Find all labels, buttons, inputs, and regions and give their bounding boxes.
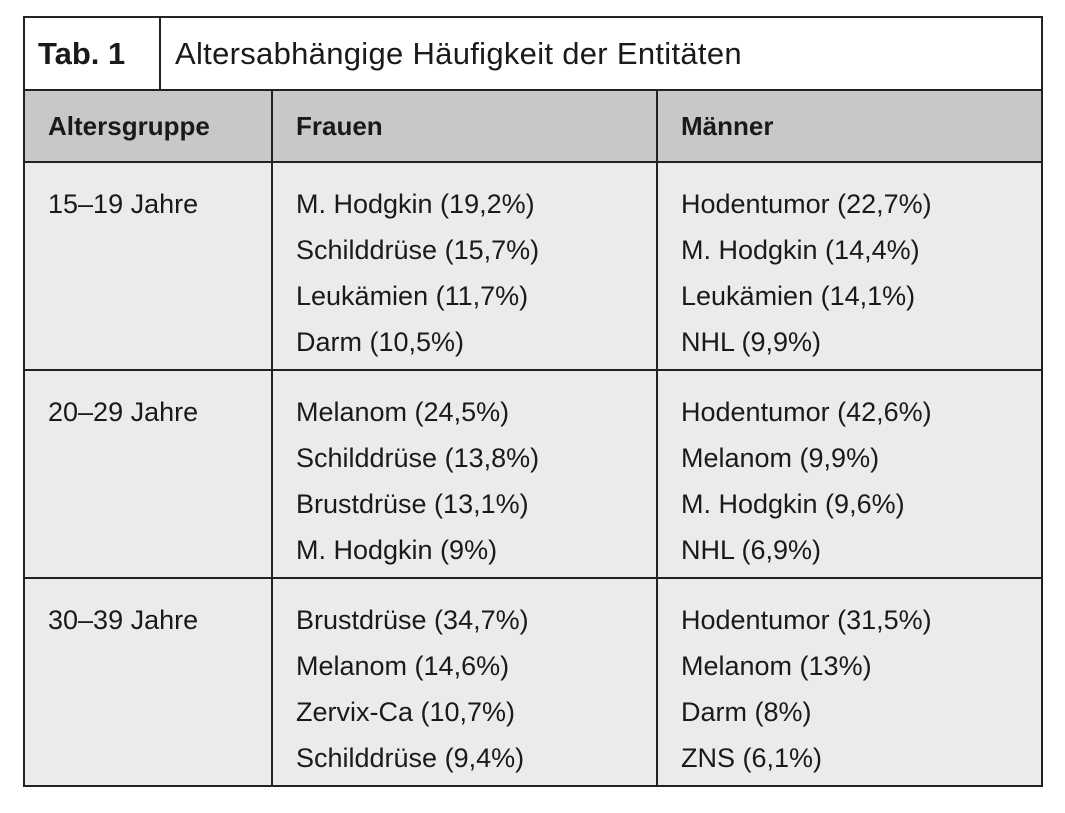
men-entity: M. Hodgkin (9,6%): [681, 489, 905, 519]
header-men: Männer: [681, 111, 774, 141]
women-entity: Melanom (14,6%): [296, 651, 510, 681]
header-age-group: Altersgruppe: [48, 111, 210, 141]
age-group-label: 20–29 Jahre: [48, 397, 199, 427]
women-entity: Schilddrüse (9,4%): [296, 743, 525, 773]
women-entity: Schilddrüse (13,8%): [296, 443, 540, 473]
women-entity: Schilddrüse (15,7%): [296, 235, 540, 265]
women-entity: Zervix-Ca (10,7%): [296, 697, 516, 727]
men-entity: Leukämien (14,1%): [681, 281, 916, 311]
women-entity: Leukämien (11,7%): [296, 281, 529, 311]
women-cell: M. Hodgkin (19,2%) Schilddrüse (15,7%) L…: [296, 181, 539, 365]
frequency-table: Tab. 1 Altersabhängige Häufigkeit der En…: [23, 16, 1043, 787]
table-title-row: Tab. 1 Altersabhängige Häufigkeit der En…: [25, 18, 1041, 91]
men-entity: Darm (8%): [681, 697, 812, 727]
age-group-cell: 30–39 Jahre: [48, 597, 198, 643]
table-row: 30–39 Jahre Brustdrüse (34,7%) Melanom (…: [25, 579, 1041, 785]
age-group-label: 15–19 Jahre: [48, 189, 199, 219]
men-cell: Hodentumor (31,5%) Melanom (13%) Darm (8…: [681, 597, 932, 781]
women-entity: Melanom (24,5%): [296, 397, 510, 427]
men-entity: ZNS (6,1%): [681, 743, 823, 773]
women-entity: Darm (10,5%): [296, 327, 465, 357]
women-cell: Melanom (24,5%) Schilddrüse (13,8%) Brus…: [296, 389, 539, 573]
women-cell: Brustdrüse (34,7%) Melanom (14,6%) Zervi…: [296, 597, 529, 781]
table-title: Altersabhängige Häufigkeit der Entitäten: [175, 36, 742, 71]
men-entity: Melanom (13%): [681, 651, 872, 681]
women-entity: Brustdrüse (13,1%): [296, 489, 529, 519]
women-entity: M. Hodgkin (19,2%): [296, 189, 535, 219]
table-number: Tab. 1: [25, 18, 161, 89]
table-header-row: Altersgruppe Frauen Männer: [25, 91, 1041, 163]
women-entity: M. Hodgkin (9%): [296, 535, 498, 565]
table-row: 15–19 Jahre M. Hodgkin (19,2%) Schilddrü…: [25, 163, 1041, 371]
table-row: 20–29 Jahre Melanom (24,5%) Schilddrüse …: [25, 371, 1041, 579]
header-women: Frauen: [296, 111, 383, 141]
men-entity: M. Hodgkin (14,4%): [681, 235, 920, 265]
age-group-cell: 20–29 Jahre: [48, 389, 198, 435]
men-entity: Hodentumor (31,5%): [681, 605, 932, 635]
women-entity: Brustdrüse (34,7%): [296, 605, 529, 635]
men-cell: Hodentumor (22,7%) M. Hodgkin (14,4%) Le…: [681, 181, 932, 365]
age-group-label: 30–39 Jahre: [48, 605, 199, 635]
men-entity: Hodentumor (22,7%): [681, 189, 932, 219]
column-divider: [656, 91, 658, 785]
men-entity: NHL (9,9%): [681, 327, 822, 357]
men-cell: Hodentumor (42,6%) Melanom (9,9%) M. Hod…: [681, 389, 932, 573]
column-divider: [271, 91, 273, 785]
men-entity: Hodentumor (42,6%): [681, 397, 932, 427]
men-entity: Melanom (9,9%): [681, 443, 880, 473]
men-entity: NHL (6,9%): [681, 535, 822, 565]
age-group-cell: 15–19 Jahre: [48, 181, 198, 227]
